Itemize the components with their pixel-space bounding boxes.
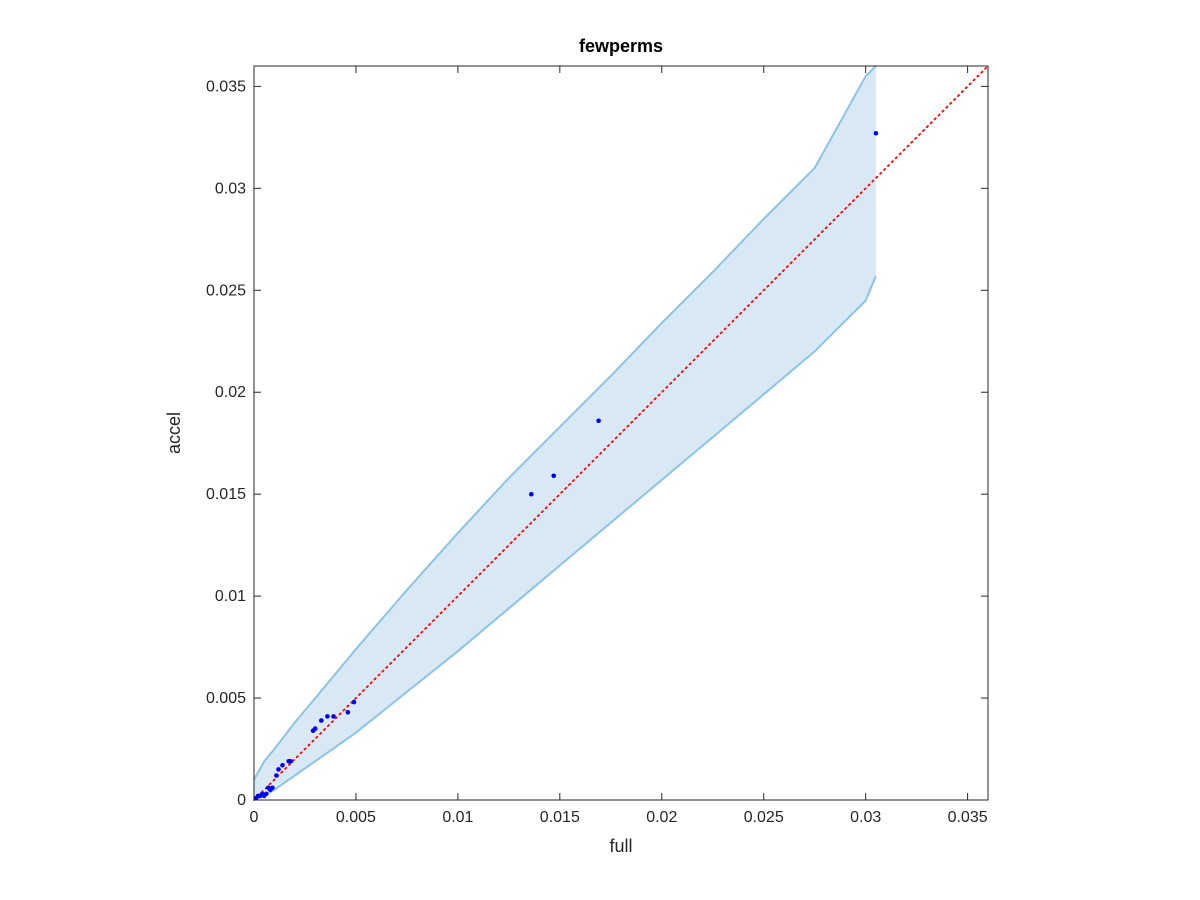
x-tick-label: 0.035 (948, 809, 988, 826)
data-point (325, 714, 330, 719)
x-tick-label: 0.025 (744, 809, 784, 826)
reference-line (253, 65, 989, 801)
y-tick-label: 0.02 (215, 384, 246, 401)
data-point (345, 710, 351, 715)
band-lower-edge (253, 275, 877, 801)
x-tick-label: 0.015 (540, 809, 580, 826)
x-tick-label: 0.03 (850, 809, 881, 826)
data-point (312, 726, 318, 731)
data-point (276, 767, 281, 772)
ticks-layer: 0 0.005 0.01 0.015 0.02 0.025 0.03 0.035 0 0.005 0… (206, 66, 988, 826)
data-points-layer (253, 131, 879, 801)
x-axis-label: full (609, 836, 632, 856)
data-point (351, 699, 357, 705)
data-point (529, 491, 534, 497)
x-tick-label: 0.01 (442, 809, 473, 826)
y-axis-label: accel (164, 412, 184, 454)
data-point (331, 714, 336, 719)
data-point (551, 473, 556, 479)
y-tick-label: 0 (237, 792, 246, 809)
y-tick-label: 0.035 (206, 78, 246, 95)
confidence-band-fill (254, 66, 876, 800)
data-point (274, 773, 279, 778)
y-tick-label: 0.01 (215, 588, 246, 605)
x-tick-label: 0 (250, 809, 259, 826)
reference-line-layer (253, 65, 989, 801)
axes-layer (253, 65, 989, 801)
y-tick-label: 0.015 (206, 486, 246, 503)
axes-box (253, 65, 989, 801)
chart-title: fewperms (579, 36, 663, 56)
data-point (319, 718, 324, 723)
y-tick-label: 0.005 (206, 690, 246, 707)
x-tick-label: 0.005 (336, 809, 376, 826)
data-point (263, 791, 269, 797)
data-point (270, 785, 275, 791)
y-tick-label: 0.025 (206, 282, 246, 299)
y-tick-label: 0.03 (215, 180, 246, 197)
x-tick-label: 0.02 (646, 809, 677, 826)
data-point (873, 131, 879, 136)
band-upper-edge (253, 65, 877, 781)
confidence-band-layer (253, 65, 877, 801)
data-point (280, 763, 285, 768)
data-point (596, 418, 601, 424)
data-point (288, 759, 294, 764)
